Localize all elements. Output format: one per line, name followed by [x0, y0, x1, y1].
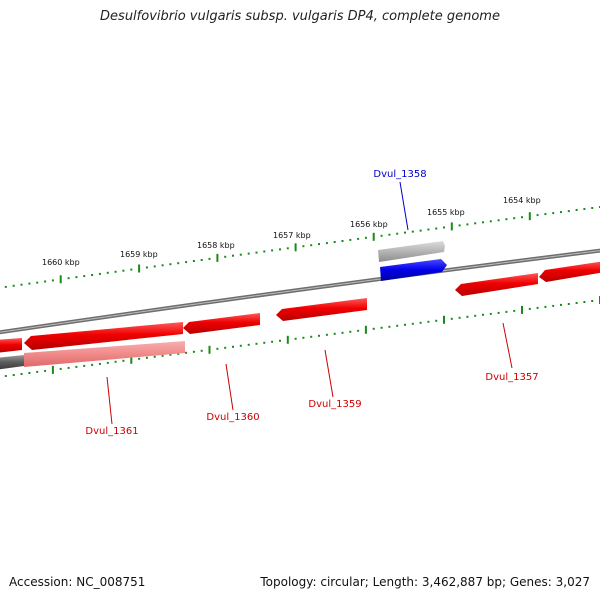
leader-line-dvul-1359	[324, 349, 334, 398]
gene-left-edge-dark[interactable]	[0, 355, 24, 370]
gene-dvul-1359-arrow[interactable]	[276, 298, 367, 321]
gene-label-dvul-1359[interactable]: Dvul_1359	[308, 399, 361, 410]
kbp-label-1657: 1657 kbp	[273, 231, 311, 240]
leader-line-dvul-1357	[502, 322, 513, 369]
tick-marks-lower	[4, 296, 600, 377]
tick-marks-upper	[4, 206, 600, 288]
accession-text: Accession: NC_008751	[9, 575, 146, 589]
gene-grey-feature[interactable]	[378, 241, 445, 262]
gene-dvul-1357-arrow[interactable]	[455, 273, 538, 296]
leader-line-dvul-1360	[225, 363, 234, 411]
kbp-label-1656: 1656 kbp	[350, 220, 388, 229]
gene-label-dvul-1361[interactable]: Dvul_1361	[85, 426, 138, 437]
leader-line-dvul-1361	[106, 376, 113, 425]
kbp-label-1658: 1658 kbp	[197, 241, 235, 250]
gene-dvul-1361-pseudo[interactable]	[24, 341, 185, 367]
map-title: Desulfovibrio vulgaris subsp. vulgaris D…	[100, 9, 500, 24]
kbp-label-1660: 1660 kbp	[42, 258, 80, 267]
gene-far-right-arrow[interactable]	[539, 261, 600, 282]
gene-dvul-1360-arrow[interactable]	[183, 313, 260, 334]
gene-label-dvul-1357[interactable]: Dvul_1357	[485, 372, 538, 383]
leader-line-dvul-1358	[399, 181, 409, 231]
genome-stats-text: Topology: circular; Length: 3,462,887 bp…	[260, 575, 590, 589]
gene-left-edge-red[interactable]	[0, 338, 22, 353]
backbone-outer-highlight	[0, 250, 600, 333]
gene-label-dvul-1360[interactable]: Dvul_1360	[206, 412, 259, 423]
kbp-label-1654: 1654 kbp	[503, 196, 541, 205]
kbp-label-1655: 1655 kbp	[427, 208, 465, 217]
gene-dvul-1361-red-arrow[interactable]	[24, 322, 183, 350]
gene-label-dvul-1358[interactable]: Dvul_1358	[373, 169, 426, 180]
gene-dvul-1358-arrow[interactable]	[380, 259, 447, 281]
kbp-label-1659: 1659 kbp	[120, 250, 158, 259]
